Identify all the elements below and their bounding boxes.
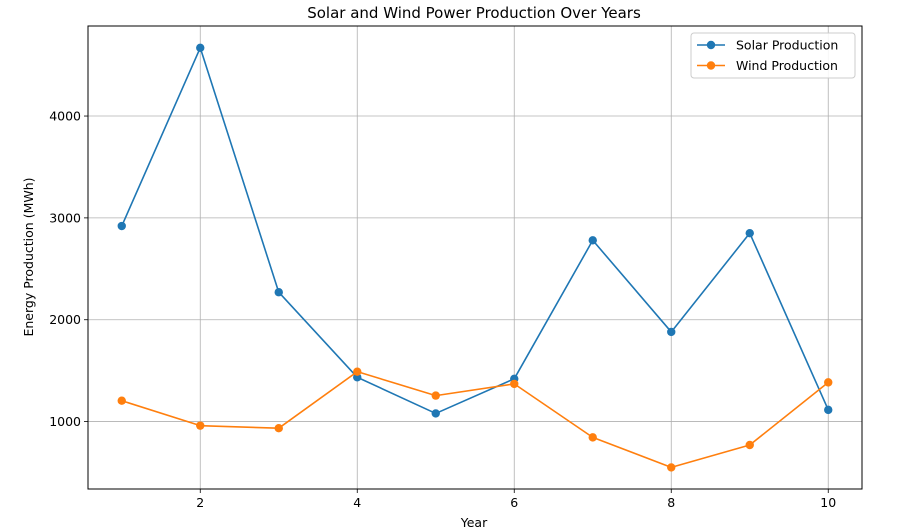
data-point-wind-production <box>353 367 362 376</box>
grid-lines <box>88 26 862 489</box>
data-point-wind-production <box>588 433 597 442</box>
legend-marker-swatch <box>706 61 716 70</box>
data-point-solar-production <box>745 228 754 238</box>
y-tick-label: 2000 <box>49 312 81 327</box>
series-line-solar-production <box>121 46 829 415</box>
data-point-wind-production <box>667 463 676 472</box>
y-tick-label: 1000 <box>49 414 81 429</box>
data-point-solar-production <box>117 221 126 231</box>
data-point-wind-production <box>824 378 833 387</box>
legend-marker-swatch <box>706 40 716 50</box>
data-point-solar-production <box>431 409 440 418</box>
data-point-wind-production <box>117 396 126 405</box>
data-point-wind-production <box>745 440 754 450</box>
x-axis-label: Year <box>460 515 488 530</box>
y-tick-label: 4000 <box>49 109 81 124</box>
legend: Solar Production Wind Production <box>690 32 856 79</box>
x-tick-label: 2 <box>196 495 204 510</box>
data-point-solar-production <box>824 405 833 415</box>
legend-entry: Wind Production <box>697 58 838 73</box>
y-axis-label: Energy Production (MWh) <box>21 177 36 336</box>
data-point-solar-production <box>667 327 676 337</box>
x-axis: 2 4 6 8 10 <box>196 489 836 510</box>
chart-title: Solar and Wind Power Production Over Yea… <box>307 4 641 22</box>
x-tick-label: 8 <box>667 495 675 510</box>
legend-label: Solar Production <box>736 38 838 53</box>
x-tick-label: 10 <box>820 495 836 510</box>
legend-label: Wind Production <box>736 58 838 73</box>
data-point-wind-production <box>510 379 519 389</box>
legend-frame <box>690 32 856 79</box>
data-point-wind-production <box>196 421 205 430</box>
series-line-wind-production <box>121 370 829 469</box>
data-point-wind-production <box>274 423 283 433</box>
plot-area <box>88 26 862 489</box>
series-group <box>117 43 833 472</box>
series-wind-production <box>117 367 833 472</box>
plot-frame <box>87 25 863 490</box>
data-point-solar-production <box>196 43 205 52</box>
legend-entry: Solar Production <box>697 38 838 53</box>
y-tick-label: 3000 <box>49 210 81 225</box>
x-tick-label: 6 <box>510 495 518 510</box>
data-point-wind-production <box>431 391 440 400</box>
data-point-solar-production <box>274 288 283 297</box>
x-tick-label: 4 <box>353 495 361 510</box>
y-axis: 1000 2000 3000 4000 <box>49 109 88 429</box>
data-point-solar-production <box>588 236 597 245</box>
